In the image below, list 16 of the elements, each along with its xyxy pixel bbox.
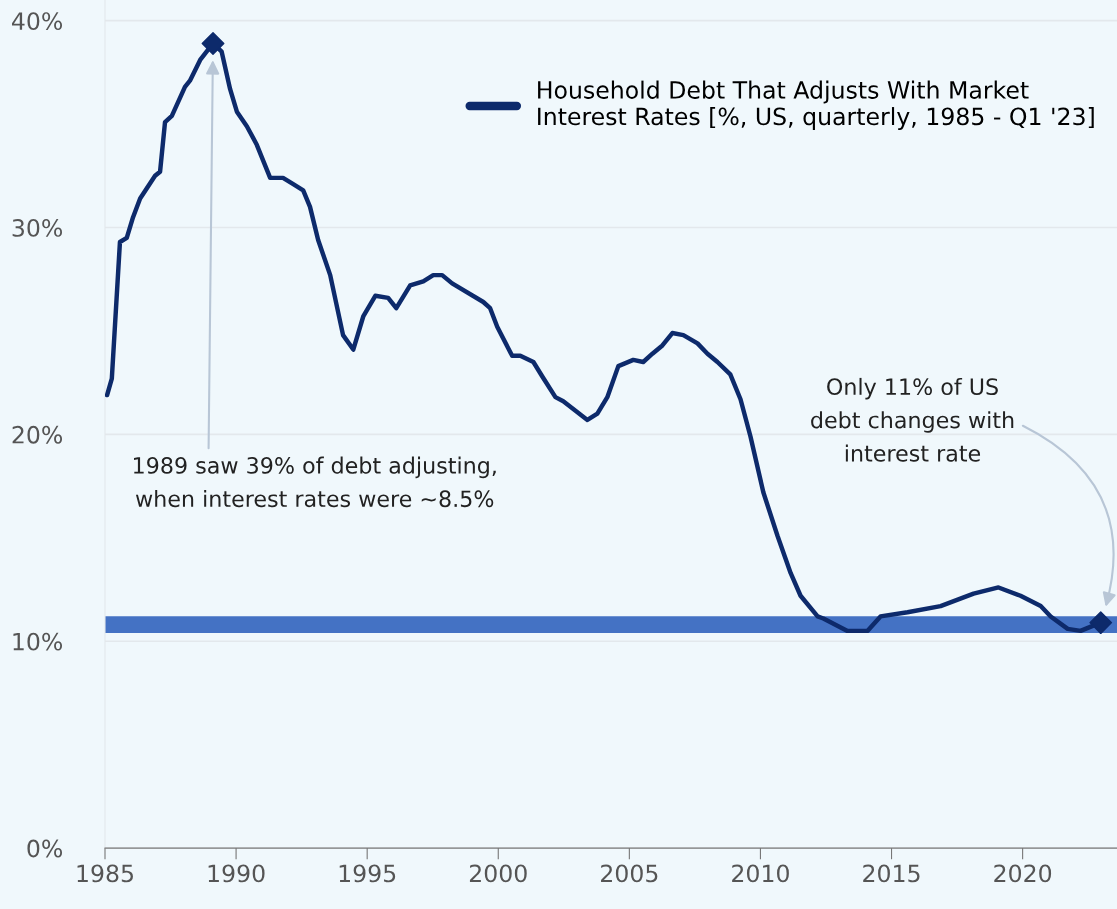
legend-label: Household Debt That Adjusts With Market Interest Rates [%, US, quarterly, 1985 - Q1 '23] — [538, 80, 1094, 130]
y-tick-label: 40% — [12, 12, 63, 30]
annotation: Only 11% of US debt changes with interest rate — [811, 377, 1014, 462]
x-tick-label: 2010 — [732, 864, 789, 883]
x-tick-label: 2015 — [863, 864, 920, 883]
x-tick-label: 1990 — [208, 864, 265, 883]
y-tick-label: 10% — [13, 632, 63, 651]
y-tick-label: 20% — [12, 425, 63, 444]
x-tick-label: 2020 — [994, 864, 1052, 883]
x-tick-label: 1985 — [77, 864, 133, 883]
annotation: 1989 saw 39% of debt adjusting, when interest rates were ~8.5% — [134, 456, 496, 508]
x-tick-label: 1995 — [339, 864, 396, 883]
y-tick-label: 0% — [27, 839, 63, 858]
y-tick-label: 30% — [12, 218, 63, 237]
x-tick-label: 2005 — [601, 864, 658, 883]
x-tick-label: 2000 — [469, 864, 527, 883]
